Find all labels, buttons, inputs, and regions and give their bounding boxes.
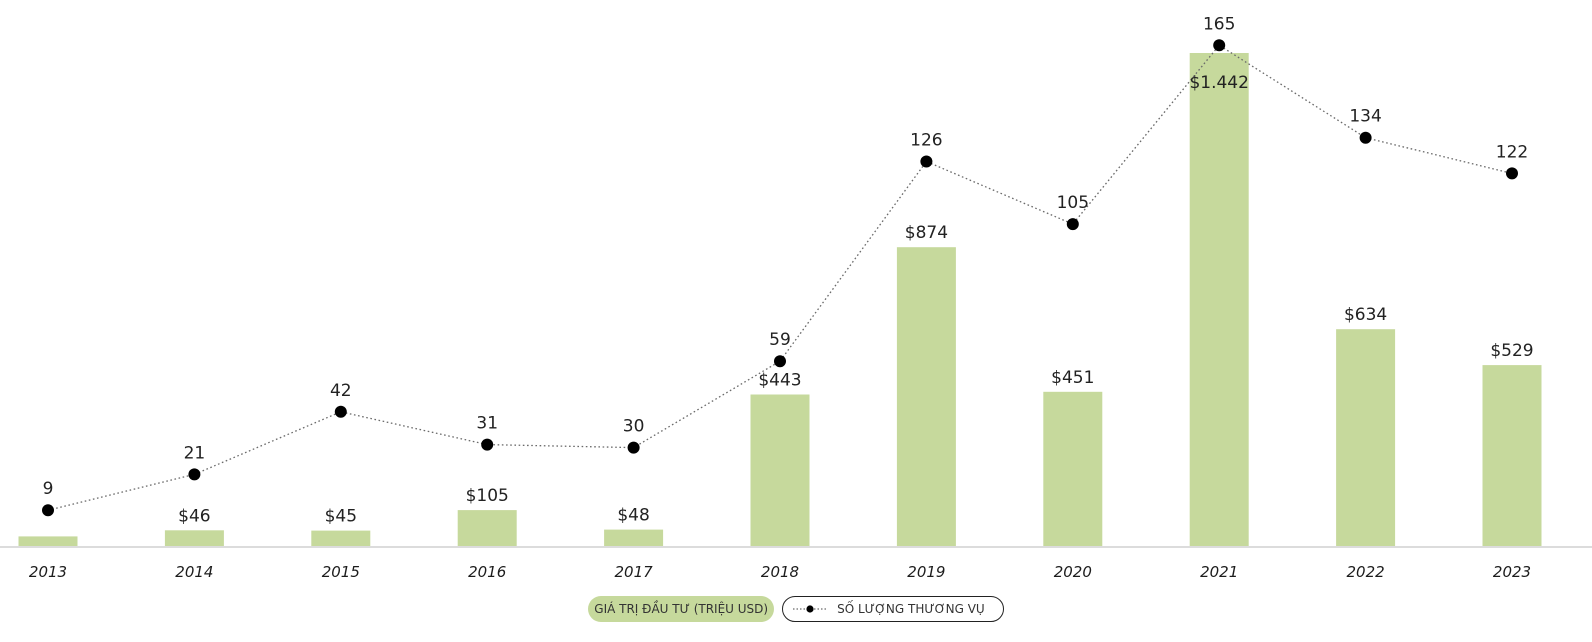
x-tick-label-2023: 2023 <box>1493 563 1531 581</box>
bar-label-2017: $48 <box>617 506 649 526</box>
bar-2019 <box>896 247 956 546</box>
bar-2022 <box>1336 329 1396 546</box>
deal-count-point-2013 <box>42 504 54 517</box>
bar-label-2023: $529 <box>1490 341 1533 361</box>
deal-count-label-2014: 21 <box>184 443 206 463</box>
bar-2018 <box>750 394 810 546</box>
x-tick-label-2021: 2021 <box>1200 563 1238 581</box>
deal-count-label-2015: 42 <box>330 381 352 401</box>
bar-2020 <box>1043 391 1103 546</box>
bar-2016 <box>457 510 517 546</box>
deal-count-label-2021: 165 <box>1203 14 1235 34</box>
legend-item-deal-count[interactable]: SỐ LƯỢNG THƯƠNG VỤ <box>782 596 1004 622</box>
dotted-line-marker-icon <box>793 605 828 613</box>
deal-count-point-2019 <box>920 155 933 168</box>
bar-label-2015: $45 <box>325 507 357 527</box>
deal-count-point-2017 <box>627 441 640 454</box>
x-tick-label-2017: 2017 <box>615 563 654 581</box>
x-tick-label-2013: 2013 <box>29 563 67 581</box>
deal-count-point-2022 <box>1359 131 1372 144</box>
deal-count-label-2013: 9 <box>43 479 54 499</box>
deal-count-point-2023 <box>1506 167 1518 180</box>
deal-count-label-2020: 105 <box>1057 193 1089 213</box>
x-tick-label-2018: 2018 <box>761 563 799 581</box>
deal-count-label-2022: 134 <box>1349 107 1381 127</box>
labels-layer: 2013 $46 2014 $45 2015 $105 2016 $48 2017 $443 201… <box>29 14 1534 581</box>
deal-count-point-2020 <box>1066 218 1079 231</box>
bar-2015 <box>311 530 371 546</box>
deal-count-label-2017: 30 <box>623 417 645 437</box>
bar-label-2020: $451 <box>1051 368 1094 388</box>
bar-2021 <box>1189 53 1249 546</box>
bar-label-2016: $105 <box>466 486 509 506</box>
legend-label-deal-count: SỐ LƯỢNG THƯƠNG VỤ <box>837 602 985 616</box>
x-tick-label-2020: 2020 <box>1054 563 1092 581</box>
legend-item-investment-value[interactable]: GIÁ TRỊ ĐẦU TƯ (TRIỆU USD) <box>588 596 775 622</box>
x-tick-label-2016: 2016 <box>468 563 506 581</box>
bars-layer <box>18 53 1542 546</box>
x-tick-label-2022: 2022 <box>1347 563 1385 581</box>
x-tick-label-2019: 2019 <box>907 563 945 581</box>
legend: GIÁ TRỊ ĐẦU TƯ (TRIỆU USD) SỐ LƯỢNG THƯƠ… <box>0 596 1592 622</box>
deal-count-label-2018: 59 <box>769 330 791 350</box>
bar-2017 <box>604 529 664 546</box>
deal-count-line <box>47 44 1513 511</box>
bar-label-2021: $1.442 <box>1189 73 1248 93</box>
bar-label-2018: $443 <box>758 371 801 391</box>
bar-2013 <box>18 536 78 546</box>
bar-2014 <box>164 530 224 546</box>
deal-count-point-2018 <box>774 355 786 368</box>
bar-label-2022: $634 <box>1344 305 1387 325</box>
x-tick-label-2014: 2014 <box>175 563 213 581</box>
deal-count-label-2023: 122 <box>1496 142 1528 162</box>
deal-count-label-2019: 126 <box>910 131 942 151</box>
bar-2023 <box>1482 365 1542 546</box>
deal-count-label-2016: 31 <box>476 414 498 434</box>
legend-label-investment-value: GIÁ TRỊ ĐẦU TƯ (TRIỆU USD) <box>594 602 769 616</box>
bar-label-2019: $874 <box>905 223 948 243</box>
deal-count-point-2014 <box>188 468 201 481</box>
deal-count-point-2021 <box>1213 39 1226 52</box>
deal-count-point-2016 <box>481 438 494 451</box>
line-layer <box>42 39 1518 517</box>
bar-label-2014: $46 <box>178 506 210 526</box>
deal-count-point-2015 <box>334 405 347 418</box>
x-tick-label-2015: 2015 <box>322 563 360 581</box>
